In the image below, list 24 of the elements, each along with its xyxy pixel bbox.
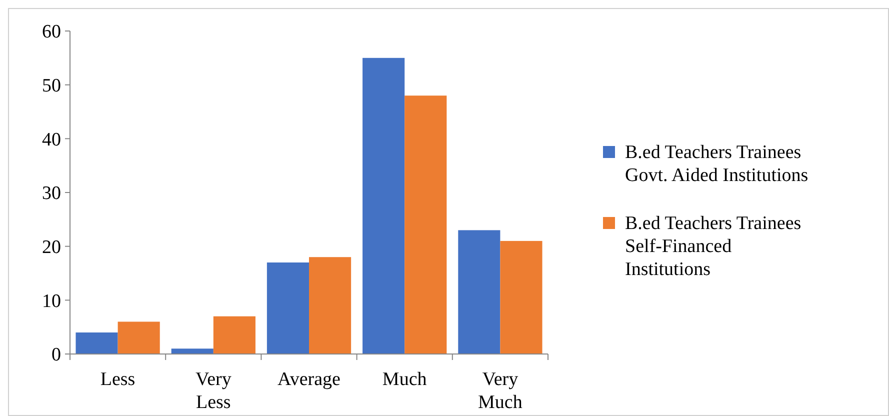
bar: [362, 58, 405, 354]
y-tick-label: 0: [52, 344, 61, 366]
legend-label: B.ed Teachers Trainees Govt. Aided Institutions: [625, 142, 808, 186]
y-tick-label: 60: [42, 22, 61, 43]
bar: [309, 257, 352, 354]
bar: [118, 322, 160, 354]
bar: [500, 240, 542, 354]
bar: [266, 262, 309, 354]
y-tick-label: 30: [42, 183, 61, 204]
bar: [76, 332, 118, 354]
x-tick-label: Very Less: [195, 369, 232, 413]
legend-label: B.ed Teachers Trainees Self-Financed Institutions: [625, 213, 802, 280]
y-tick-label: 50: [42, 75, 61, 96]
x-tick-label: Very Much: [478, 369, 523, 413]
bar: [213, 316, 256, 354]
x-tick-label: Less: [100, 369, 136, 390]
y-tick-label: 20: [42, 236, 61, 258]
bar: [458, 230, 500, 354]
x-tick-label: Much: [382, 369, 428, 390]
bar: [404, 96, 447, 354]
x-tick-label: Average: [278, 369, 340, 390]
bar: [171, 348, 214, 354]
y-tick-label: 10: [42, 290, 61, 312]
y-tick-label: 40: [42, 129, 61, 150]
